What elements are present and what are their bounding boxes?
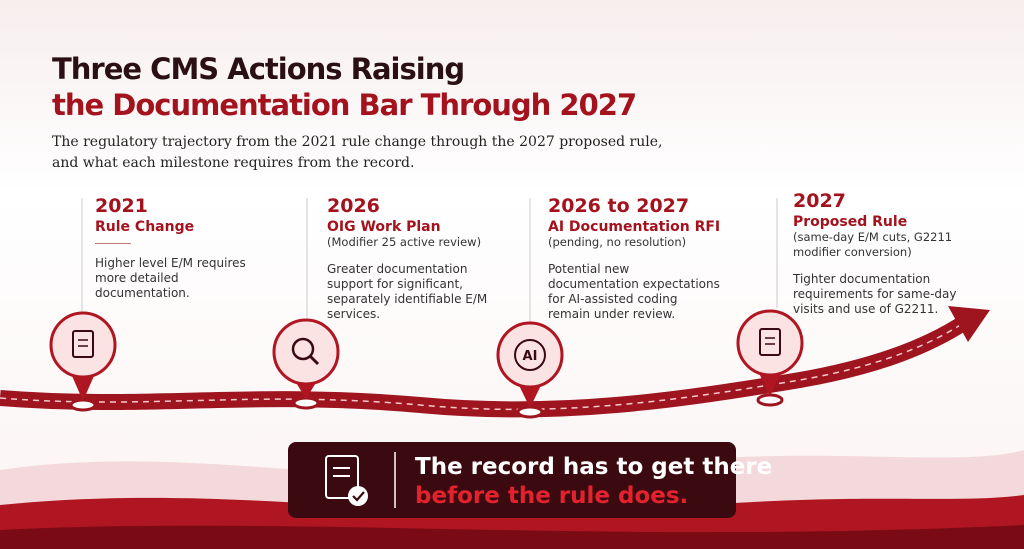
title: Three CMS Actions Raising xyxy=(52,52,465,86)
pin-base xyxy=(292,396,320,410)
milestone-year: 2026 to 2027 xyxy=(548,195,690,217)
milestone: 2021 Rule Change Higher level E/M requires… xyxy=(95,195,270,301)
pin-icon xyxy=(308,354,320,366)
callout-icon xyxy=(325,455,359,499)
subtitle: The regulatory trajectory from the 2021 … xyxy=(52,134,663,171)
milestone-description: Higher level E/M requires more detailed … xyxy=(95,256,246,300)
pin-icon xyxy=(759,328,781,356)
pin xyxy=(736,309,804,377)
milestone-year: 2026 xyxy=(327,195,380,217)
milestone-detail: (Modifier 25 active review) xyxy=(327,235,482,249)
milestone: 2026 to 2027 AI Documentation RFI (pending… xyxy=(548,195,723,322)
milestone-description: Potential new documentation expectations… xyxy=(548,262,720,321)
pin-icon xyxy=(72,330,94,358)
milestone-description: Tighter documentation requirements for s… xyxy=(793,272,957,316)
callout-check xyxy=(352,491,365,502)
pin-icon-text: AI xyxy=(523,349,538,364)
milestone-detail: (same-day E/M cuts, G2211 modifier conve… xyxy=(793,230,953,259)
road-arrow xyxy=(948,306,990,342)
milestone: 2027 Proposed Rule (same-day E/M cuts, G22… xyxy=(793,190,968,317)
milestone-label: Rule Change xyxy=(95,219,195,235)
callout-text: The record has to get there xyxy=(415,454,773,480)
pins xyxy=(81,198,778,322)
milestone-year: 2021 xyxy=(95,195,148,217)
title: the Documentation Bar Through 2027 xyxy=(52,88,637,122)
pin-base xyxy=(69,398,97,412)
milestone-detail: (pending, no resolution) xyxy=(548,235,687,249)
pin-group: AI xyxy=(49,309,804,419)
pin-base xyxy=(516,405,544,419)
milestone-year: 2027 xyxy=(793,190,846,212)
milestone-rule xyxy=(95,243,131,244)
pin xyxy=(49,311,117,379)
pin-icon xyxy=(514,339,546,371)
milestone-description: Greater documentation support for signif… xyxy=(327,262,488,321)
pin-base xyxy=(756,393,784,407)
road xyxy=(0,315,970,418)
bg-wave xyxy=(0,525,1024,549)
milestone-label: Proposed Rule xyxy=(793,214,908,230)
callout-check xyxy=(348,486,368,506)
pin xyxy=(272,318,340,386)
callout-box xyxy=(288,442,736,518)
road-line xyxy=(0,321,966,411)
milestone-label: AI Documentation RFI xyxy=(548,219,721,235)
milestone-label: OIG Work Plan xyxy=(327,219,441,235)
pin-icon xyxy=(291,337,315,361)
milestone: 2026 OIG Work Plan (Modifier 25 active rev… xyxy=(327,195,502,322)
pin xyxy=(496,321,564,389)
callout-text: before the rule does. xyxy=(415,483,689,509)
